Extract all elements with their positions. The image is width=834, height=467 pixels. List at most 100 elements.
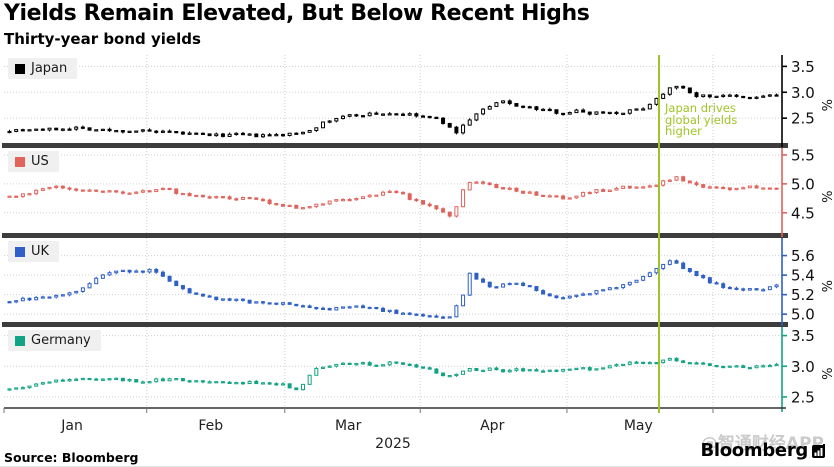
candle-body bbox=[220, 196, 225, 199]
candle-body bbox=[174, 131, 179, 134]
candle-body bbox=[754, 185, 759, 189]
candle-body bbox=[714, 186, 719, 189]
annotation-label: Japan drives global yields higher bbox=[665, 102, 737, 138]
candle-body bbox=[407, 363, 412, 366]
candle-body bbox=[140, 190, 145, 193]
candle-body bbox=[554, 295, 559, 299]
candle-body bbox=[367, 112, 372, 117]
candle-body bbox=[294, 132, 299, 135]
candle-body bbox=[401, 113, 406, 116]
candle-body bbox=[567, 295, 572, 299]
y-axis-japan: 3.5 3.0 2.5% bbox=[781, 55, 833, 147]
candle-body bbox=[140, 129, 145, 132]
candle-body bbox=[701, 275, 706, 279]
candle-body bbox=[701, 362, 706, 365]
candle-body bbox=[647, 272, 652, 277]
candle-body bbox=[361, 362, 366, 365]
candle-body bbox=[594, 189, 599, 194]
candle-body bbox=[614, 287, 619, 290]
candle-body bbox=[474, 181, 479, 184]
candle-body bbox=[534, 369, 539, 372]
candle-body bbox=[561, 297, 566, 300]
candle-body bbox=[27, 129, 32, 132]
candle-body bbox=[147, 190, 152, 193]
candle-body bbox=[40, 188, 45, 191]
candle-body bbox=[247, 380, 252, 384]
candle-body bbox=[741, 95, 746, 99]
candle-body bbox=[561, 195, 566, 200]
candle-body bbox=[394, 113, 399, 116]
candle-body bbox=[694, 270, 699, 277]
candle-body bbox=[314, 127, 319, 131]
candle-body bbox=[407, 113, 412, 116]
candle-body bbox=[547, 195, 552, 198]
candle-body bbox=[414, 313, 419, 316]
candle-body bbox=[320, 203, 325, 206]
candle-body bbox=[694, 182, 699, 186]
candle-body bbox=[567, 197, 572, 200]
candle-body bbox=[687, 87, 692, 94]
candle-body bbox=[240, 132, 245, 136]
candle-body bbox=[734, 365, 739, 368]
candle-body bbox=[621, 363, 626, 367]
candle-body bbox=[314, 307, 319, 310]
candle-body bbox=[207, 196, 212, 199]
candle-body bbox=[734, 287, 739, 290]
candle-body bbox=[641, 186, 646, 189]
candle-body bbox=[214, 196, 219, 199]
candle-body bbox=[394, 190, 399, 194]
panel-uk-chart: 5.6 5.45.2 5.0% bbox=[4, 238, 833, 326]
candle-body bbox=[254, 133, 259, 138]
candle-body bbox=[414, 198, 419, 202]
candle-body bbox=[454, 126, 459, 134]
candle-body bbox=[320, 366, 325, 369]
candle-body bbox=[214, 381, 219, 384]
candle-body bbox=[220, 298, 225, 301]
candle-body bbox=[774, 284, 779, 288]
y-axis-us: 5.5 5.0 4.5% bbox=[781, 148, 833, 237]
y-tick-label: 3.0 bbox=[791, 358, 815, 376]
candle-body bbox=[581, 367, 586, 370]
candle-body bbox=[727, 286, 732, 290]
candle-body bbox=[34, 383, 39, 387]
candle-body bbox=[381, 191, 386, 196]
candle-body bbox=[240, 382, 245, 385]
candle-body bbox=[367, 362, 372, 366]
candle-body bbox=[554, 195, 559, 198]
candle-body bbox=[267, 302, 272, 305]
candle-body bbox=[94, 378, 99, 381]
candle-body bbox=[167, 130, 172, 133]
y-tick-label: 5.2 bbox=[791, 286, 815, 304]
candle-body bbox=[34, 296, 39, 301]
candle-body bbox=[194, 292, 199, 295]
candle-body bbox=[527, 106, 532, 109]
candle-body bbox=[427, 115, 432, 119]
candle-body bbox=[494, 286, 499, 289]
candle-body bbox=[694, 362, 699, 365]
candle-body bbox=[127, 269, 132, 273]
candle-body bbox=[661, 263, 666, 269]
candle-body bbox=[587, 111, 592, 115]
candle-body bbox=[260, 382, 265, 385]
candle-body bbox=[567, 368, 572, 371]
candle-body bbox=[80, 287, 85, 292]
candle-body bbox=[681, 85, 686, 89]
candle-body bbox=[187, 288, 192, 294]
candle-body bbox=[447, 122, 452, 128]
candle-body bbox=[240, 298, 245, 301]
candle-body bbox=[387, 309, 392, 312]
candle-body bbox=[260, 301, 265, 304]
candle-body bbox=[614, 111, 619, 115]
candle-body bbox=[434, 205, 439, 210]
candle-body bbox=[547, 108, 552, 112]
candle-body bbox=[7, 301, 12, 304]
source-label: Source: Bloomberg bbox=[4, 450, 139, 465]
candle-body bbox=[694, 92, 699, 98]
candle-body bbox=[307, 305, 312, 309]
watermark-text: @智通财经APP bbox=[700, 434, 824, 454]
candle-body bbox=[634, 361, 639, 364]
candle-body bbox=[341, 115, 345, 120]
panel-germany-chart: 3.5 3.0 2.5% bbox=[4, 327, 833, 412]
candle-body bbox=[180, 378, 185, 382]
candle-body bbox=[474, 368, 479, 372]
